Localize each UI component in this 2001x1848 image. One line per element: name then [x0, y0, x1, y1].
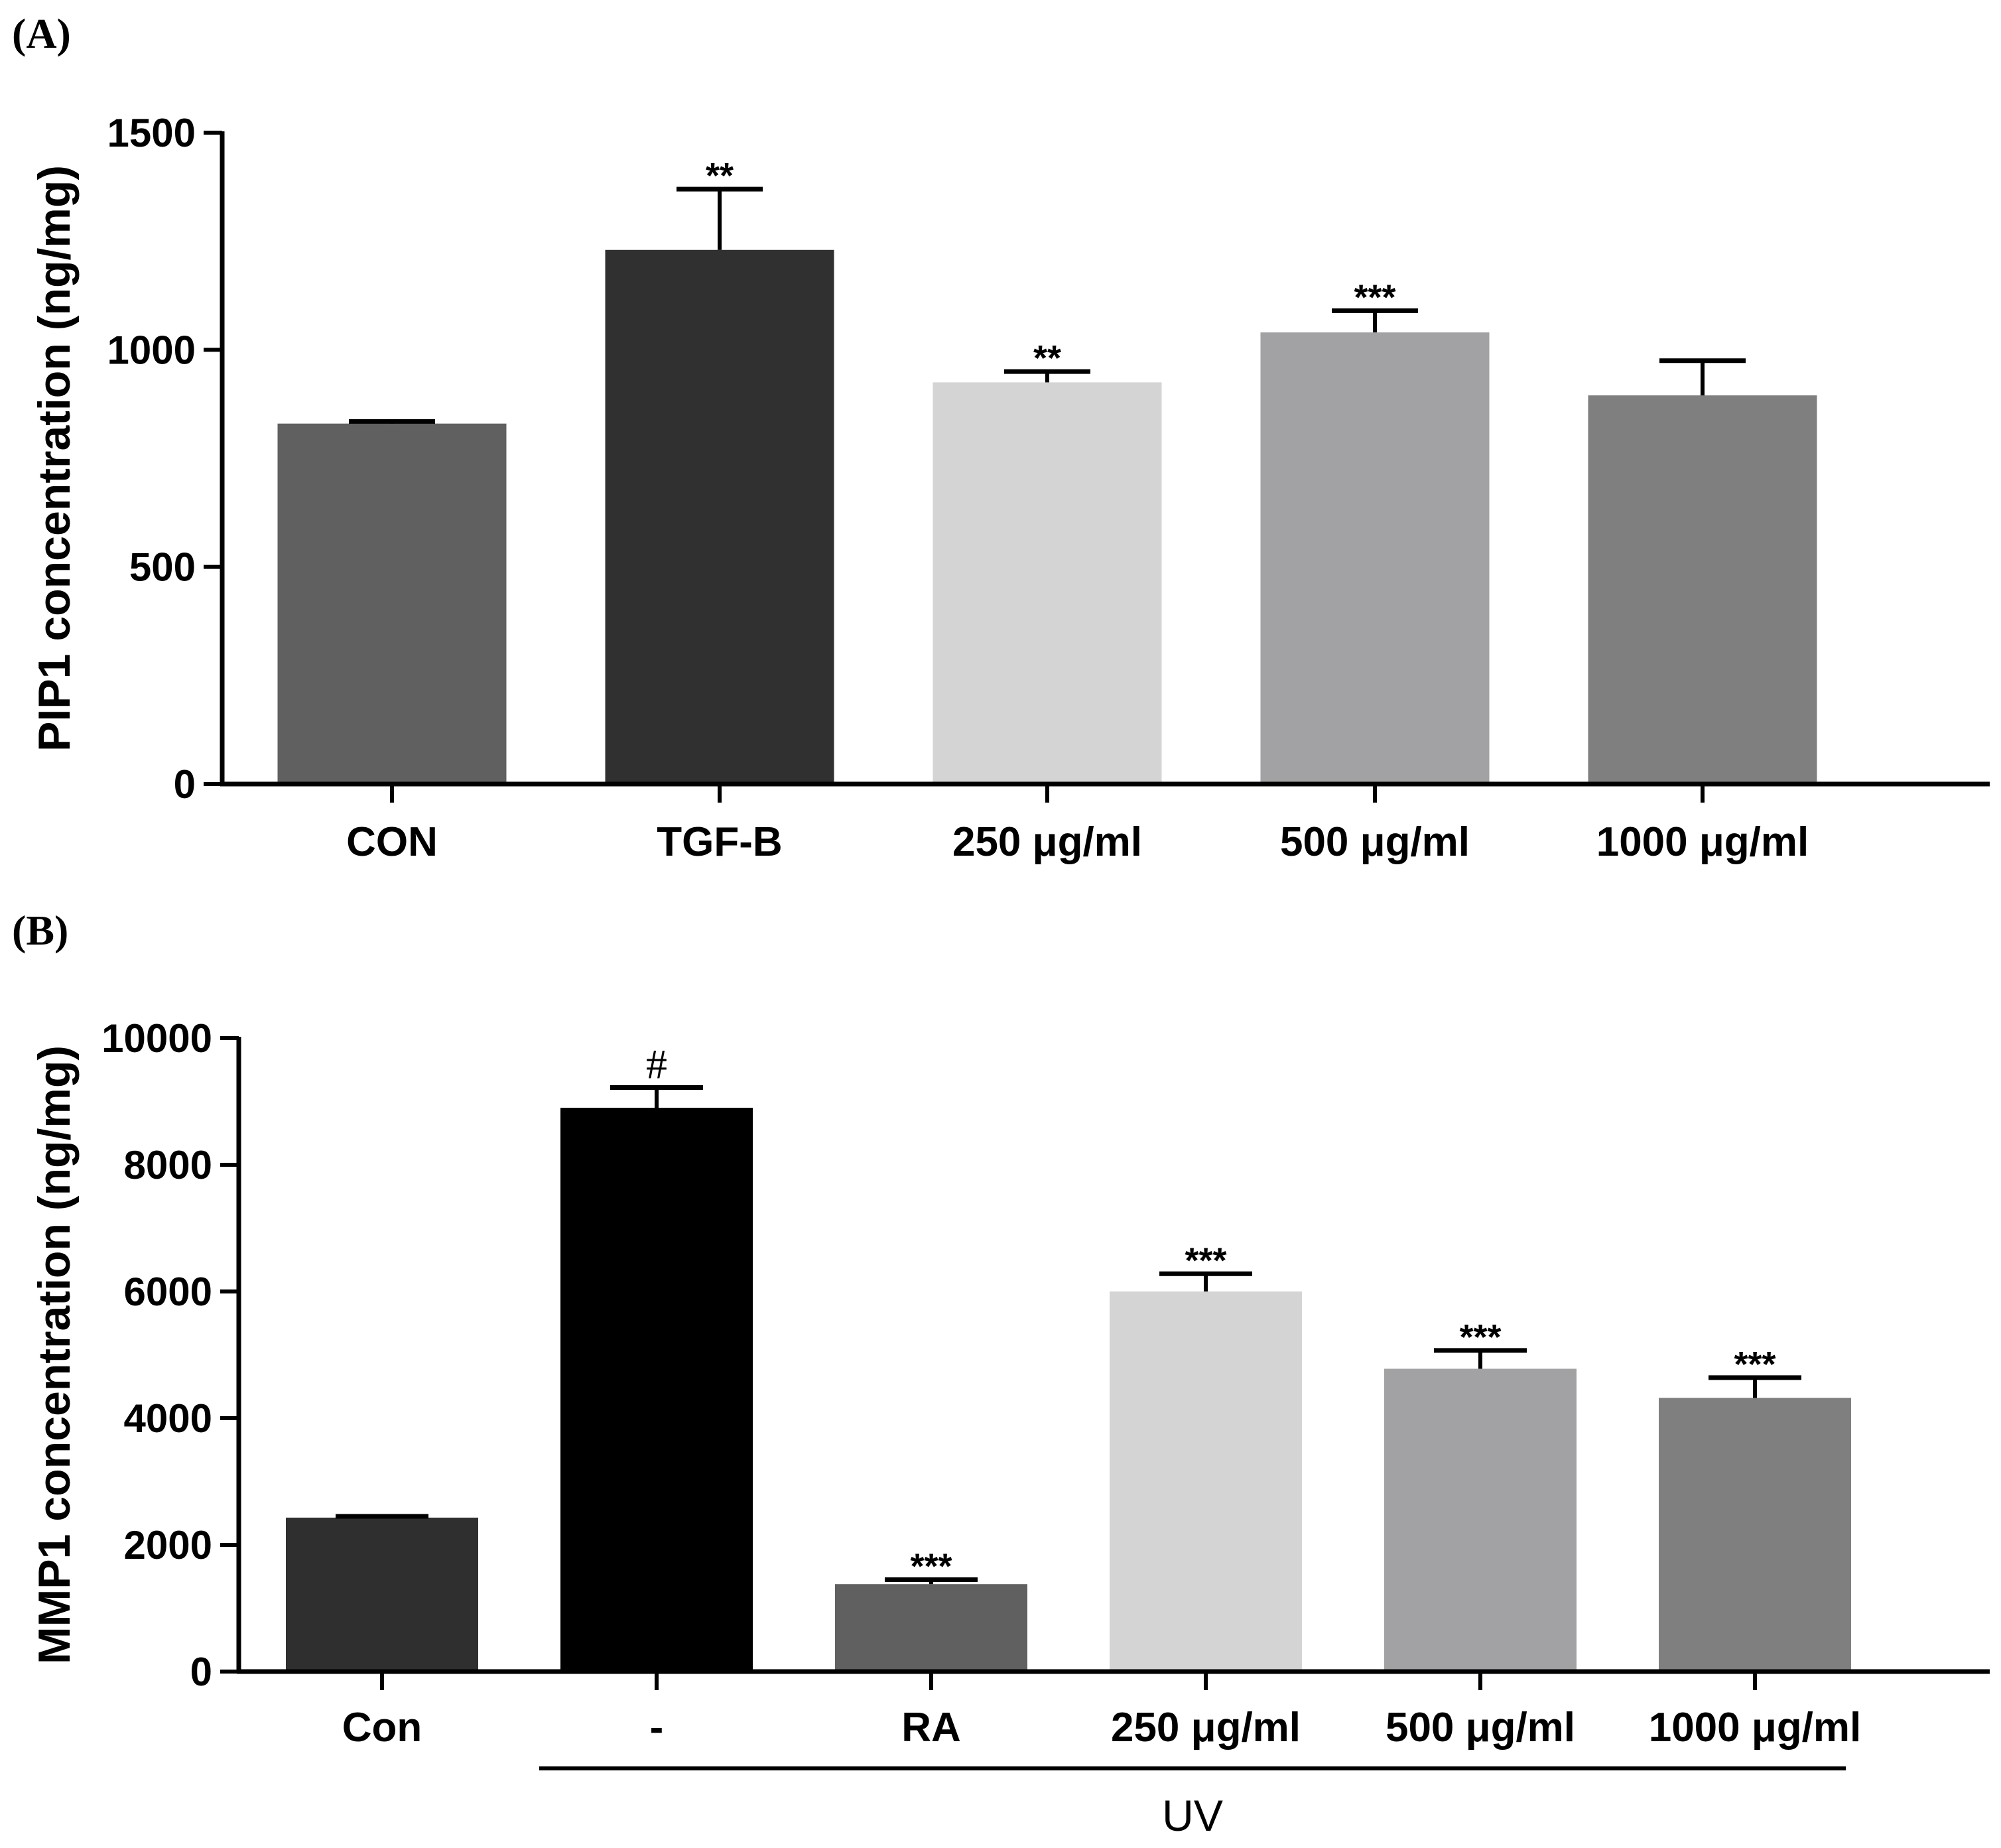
panel-a-ytick-label-0: 0	[174, 762, 196, 807]
panel-b-y-axis-title: MMP1 concentration (ng/mg)	[29, 1045, 80, 1664]
panel-a-y-axis-title: PIP1 concentration (ng/mg)	[29, 165, 80, 752]
panel-b-ytick-label-0: 0	[190, 1650, 212, 1694]
panel-b-category-label-1: -	[650, 1705, 664, 1750]
panel-b-bar-3	[1110, 1291, 1302, 1672]
panel-a-category-label-0: CON	[346, 819, 438, 865]
panel-a-significance-1: **	[706, 156, 734, 196]
panel-b-ytick-label-4: 8000	[124, 1143, 212, 1187]
panel-b-ytick-label-3: 6000	[124, 1270, 212, 1314]
panel-a-category-label-3: 500 μg/ml	[1280, 819, 1470, 865]
panel-b-significance-1: #	[646, 1040, 667, 1087]
panel-b-category-label-4: 500 μg/ml	[1386, 1705, 1575, 1750]
panel-b-ytick-label-1: 2000	[124, 1523, 212, 1567]
panel-b-category-label-2: RA	[901, 1705, 961, 1750]
panel-a-bar-0	[277, 423, 507, 784]
panel-a-bar-3	[1260, 332, 1490, 784]
panel-a-ytick-label-3: 1500	[107, 111, 196, 155]
panel-b-bar-0	[286, 1517, 478, 1672]
panel-b-bar-4	[1384, 1368, 1577, 1672]
panel-b-bar-5	[1659, 1398, 1851, 1672]
panel-b-bar-1	[560, 1108, 753, 1672]
panel-b-group-label: UV	[1162, 1791, 1223, 1840]
panel-b-label: (B)	[12, 907, 68, 954]
panel-b-chart: (B) # *** *** *** *** 0 2000 4000 6000 8000 10000 Co…	[12, 907, 1990, 1840]
panel-a-ytick-label-1: 500	[129, 545, 196, 590]
panel-b-significance-4: ***	[1459, 1317, 1501, 1357]
panel-a-category-label-2: 250 μg/ml	[952, 819, 1142, 865]
panel-a-ytick-label-2: 1000	[107, 328, 196, 372]
panel-a-bar-4	[1588, 395, 1817, 784]
panel-a-category-label-4: 1000 μg/ml	[1596, 819, 1809, 865]
panel-b-significance-5: ***	[1734, 1345, 1775, 1384]
panel-a-significance-2: **	[1033, 338, 1061, 378]
panel-a-category-label-1: TGF-B	[657, 819, 782, 865]
panel-b-category-label-0: Con	[342, 1705, 422, 1750]
panel-b-category-label-3: 250 μg/ml	[1111, 1705, 1301, 1750]
panel-b-category-label-5: 1000 μg/ml	[1649, 1705, 1862, 1750]
panel-b-ytick-label-2: 4000	[124, 1396, 212, 1441]
panel-a-significance-3: ***	[1354, 277, 1395, 317]
panel-b-significance-2: ***	[910, 1547, 952, 1587]
panel-b-ytick-label-5: 10000	[101, 1016, 212, 1061]
panel-b-bar-2	[835, 1584, 1027, 1672]
panel-a-bar-2	[933, 382, 1162, 784]
panel-b-significance-3: ***	[1185, 1240, 1226, 1280]
panel-a-label: (A)	[12, 10, 71, 57]
panel-a-bar-1	[605, 249, 834, 784]
